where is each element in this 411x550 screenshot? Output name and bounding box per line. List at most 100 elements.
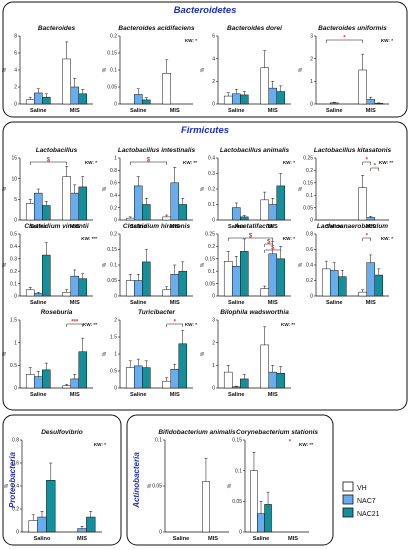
sig-bracket-bacteroides-uniformis-0	[325, 39, 363, 43]
y-axis-label-lactobacillus-animalis: %	[200, 186, 206, 191]
y-tick-label-bacteroides-dorei-0: 0	[212, 102, 215, 108]
bar-bacteroides-dorei-vh-0	[223, 95, 233, 105]
sig-bracket-acetatifactor-0	[227, 237, 273, 241]
y-tick-label-lactobacillus-animalis-4: 0.4	[208, 156, 215, 162]
chart-lactobacillus: Lactobacillus 0 5 10 15% KW: * Saline MIS $	[2, 147, 97, 230]
x-tick-label-lactobacillus-1: MIS	[70, 224, 80, 230]
y-axis-label-lactobacillus-intestinalis: %	[102, 186, 108, 191]
sig-bracket-lactobacillus-intestinalis-0	[129, 161, 167, 165]
bar-lactobacillus-animalis-nac21-1	[276, 185, 286, 221]
sig-bracket-acetatifactor-1	[264, 243, 273, 247]
bar-lactobacillus-nac21-1	[78, 186, 88, 221]
x-tick-label-turicibacter-0: Saline	[130, 392, 146, 398]
y-axis-label-bacteroides: %	[2, 67, 8, 72]
sig-label-acetatifactor-0: $	[249, 234, 253, 240]
x-tick-label-lactobacillus-animalis-0: Saline	[228, 224, 244, 230]
bar-desulfovibrio-nac7-1	[77, 528, 87, 533]
bar-bifidobacterium-animalis-vh-1	[202, 481, 210, 533]
bar-roseburia-vh-1	[62, 385, 71, 389]
chart-title-bilophila-wadsworthia: Bilophila wadsworthia	[220, 309, 289, 316]
y-tick-label-roseburia-3: 1.5	[10, 318, 17, 324]
y-axis-label-lachnoanaerobaculum: %	[298, 262, 304, 267]
sig-label-lachnoanaerobaculum-0: *	[366, 234, 369, 240]
legend-swatch-nac7	[342, 494, 354, 505]
chart-bilophila-wadsworthia: Bilophila wadsworthia 0 1 2 3% KW: ** Saline MI…	[200, 309, 295, 398]
x-tick-label-lactobacillus-kitasatonis-0: Saline	[326, 224, 342, 230]
sig-bracket-acetatifactor-2	[264, 249, 282, 253]
bar-bacteroides-acidifaciens-vh-1	[162, 73, 171, 105]
y-axis-label-clostridium-hiranonis: %	[102, 262, 108, 267]
x-tick-label-lachnoanaerobaculum-1: MIS	[366, 300, 376, 306]
bar-lactobacillus-intestinalis-nac7-1	[170, 182, 180, 221]
y-tick-label-lactobacillus-kitasatonis-3: 0.15	[303, 181, 313, 187]
y-tick-label-turicibacter-4: 2	[114, 318, 117, 324]
bar-turicibacter-nac7-0	[133, 365, 143, 389]
y-tick-label-acetatifactor-4: 0.2	[208, 244, 215, 250]
sig-label-lactobacillus-kitasatonis-1: *	[374, 164, 377, 170]
bar-lachnoanaerobaculum-nac7-1	[366, 262, 376, 297]
chart-title-bacteroides: Bacteroides	[38, 25, 76, 32]
y-tick-label-bilophila-wadsworthia-0: 0	[212, 386, 215, 392]
x-tick-label-clostridium-vincentii-1: MIS	[70, 300, 80, 306]
bar-clostridium-vincentii-vh-1	[62, 292, 71, 297]
y-tick-label-lachnoanaerobaculum-1: 0.2	[306, 278, 313, 284]
chart-title-clostridium-vincentii: Clostridium vincentii	[24, 223, 88, 230]
y-tick-label-desulfovibrio-3: 0.6	[12, 461, 19, 467]
x-tick-label-desulfovibrio-1: MIS	[77, 536, 87, 542]
bar-acetatifactor-nac21-0	[240, 251, 249, 297]
bar-clostridium-hiranonis-nac21-0	[142, 261, 151, 297]
x-tick-label-roseburia-0: Saline	[30, 392, 46, 398]
bar-clostridium-hiranonis-nac7-0	[133, 280, 143, 297]
bar-lactobacillus-intestinalis-vh-0	[125, 217, 135, 221]
sig-label-acetatifactor-2: $	[271, 246, 275, 252]
y-tick-label-lactobacillus-0: 0	[14, 218, 17, 224]
y-tick-label-corynebacterium-stationis-3: 0.15	[232, 438, 242, 444]
bar-acetatifactor-vh-0	[223, 261, 233, 297]
y-tick-label-turicibacter-0: 0	[114, 386, 117, 392]
kw-annotation-roseburia: KW: **	[83, 322, 97, 327]
kw-annotation-bacteroides-acidifaciens: KW: *	[185, 38, 197, 43]
sig-bracket-lactobacillus-kitasatonis-1	[370, 167, 380, 171]
chart-title-lachnoanaerobaculum: Lachnoanaerobaculum	[317, 223, 388, 230]
x-tick-label-clostridium-hiranonis-1: MIS	[170, 300, 180, 306]
bar-roseburia-vh-0	[25, 374, 35, 389]
bar-clostridium-hiranonis-nac21-1	[178, 270, 188, 297]
bar-bacteroides-nac21-0	[42, 96, 51, 105]
x-tick-label-lactobacillus-intestinalis-0: Saline	[130, 224, 146, 230]
bar-bacteroides-dorei-nac7-0	[231, 93, 241, 105]
y-tick-label-bacteroides-acidifaciens-1: 0.05	[107, 85, 117, 91]
firmicutes-frame	[2, 121, 408, 411]
bar-lachnoanaerobaculum-vh-1	[358, 291, 367, 297]
y-tick-label-lactobacillus-intestinalis-2: 0.4	[110, 193, 117, 199]
y-tick-label-bilophila-wadsworthia-2: 2	[212, 340, 215, 346]
x-tick-label-lachnoanaerobaculum-0: Saline	[326, 300, 342, 306]
y-tick-label-bacteroides-uniformis-3: 3	[310, 34, 313, 40]
kw-annotation-lactobacillus: KW: *	[85, 160, 97, 165]
y-tick-label-acetatifactor-2: 0.1	[208, 269, 215, 275]
bar-bacteroides-acidifaciens-nac7-0	[133, 94, 143, 105]
bar-bacteroides-nac7-0	[33, 92, 43, 105]
y-tick-label-lachnoanaerobaculum-4: 0.8	[306, 232, 313, 238]
y-axis-label-corynebacterium-stationis: %	[227, 483, 233, 488]
bar-lachnoanaerobaculum-nac21-1	[374, 274, 384, 297]
y-tick-label-bacteroides-acidifaciens-2: 0.1	[110, 68, 117, 74]
y-tick-label-acetatifactor-5: 0.25	[205, 232, 215, 238]
bar-turicibacter-vh-0	[125, 367, 135, 389]
legend-swatch-nac21	[342, 507, 354, 518]
y-tick-label-acetatifactor-0: 0	[212, 294, 215, 300]
chart-turicibacter: Turicibacter 0 0.5 1 1.5 2% KW: * Saline MIS *	[102, 309, 197, 398]
x-tick-label-acetatifactor-0: Saline	[228, 300, 244, 306]
y-axis-label-bacteroides-acidifaciens: %	[102, 67, 108, 72]
chart-bifidobacterium-animalis: Bifidobacterium animalis 0 0.05 0.1% Saline M…	[147, 429, 236, 542]
sig-bracket-turicibacter-0	[166, 323, 184, 327]
bar-bacteroides-acidifaciens-nac21-0	[142, 99, 151, 105]
bar-clostridium-vincentii-nac7-1	[70, 275, 80, 297]
y-tick-label-roseburia-0: 0	[14, 386, 17, 392]
y-axis-label-desulfovibrio: %	[4, 483, 10, 488]
y-tick-label-lactobacillus-animalis-2: 0.2	[208, 187, 215, 193]
x-tick-label-lactobacillus-animalis-1: MIS	[268, 224, 278, 230]
chart-title-clostridium-hiranonis: Clostridium hiranonis	[123, 223, 191, 230]
bar-bilophila-wadsworthia-vh-0	[223, 371, 233, 389]
